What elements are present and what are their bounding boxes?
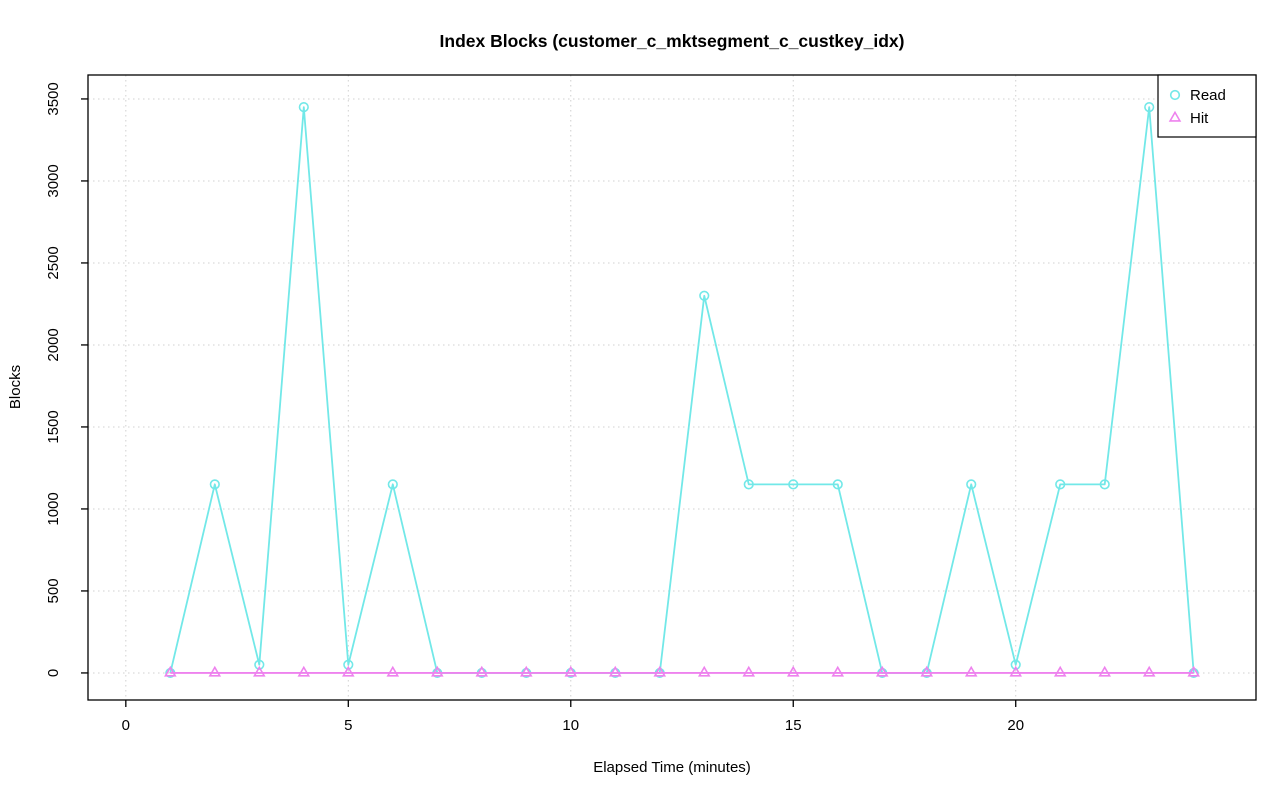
data-point-hit <box>1009 665 1023 677</box>
data-point-hit <box>920 665 934 677</box>
data-point-hit <box>1098 665 1112 677</box>
data-point-hit <box>964 665 978 677</box>
y-tick-label: 1500 <box>45 410 62 443</box>
series-layer <box>164 102 1200 679</box>
legend-layer: Read Hit <box>1157 74 1257 138</box>
legend-marker-read <box>1169 89 1181 101</box>
data-point-hit <box>653 665 667 677</box>
data-point-hit <box>831 665 845 677</box>
x-tick-label: 15 <box>785 717 802 734</box>
legend-marker-hit <box>1168 110 1182 122</box>
data-point-hit <box>697 665 711 677</box>
axes-layer: 0 5 10 15 20 0 500 1000 1500 2000 2500 3000 3500 <box>45 74 1257 734</box>
data-point-hit <box>608 665 622 677</box>
y-tick-label: 3000 <box>45 164 62 197</box>
y-tick-label: 1000 <box>45 492 62 525</box>
data-point-hit <box>475 665 489 677</box>
data-point-read <box>254 659 265 670</box>
data-point-read <box>788 479 799 490</box>
data-point-read <box>966 479 977 490</box>
chart-title: Index Blocks (customer_c_mktsegment_c_cu… <box>440 31 905 51</box>
data-point-read <box>209 479 220 490</box>
x-tick-label: 20 <box>1007 717 1024 734</box>
grid-layer <box>88 75 1256 700</box>
y-tick-label: 2500 <box>45 246 62 279</box>
data-point-read <box>832 479 843 490</box>
data-point-hit <box>519 665 533 677</box>
data-point-read <box>1010 659 1021 670</box>
x-tick-label: 0 <box>122 717 130 734</box>
data-point-hit <box>164 665 177 677</box>
data-point-hit <box>297 665 311 677</box>
data-point-hit <box>386 665 400 677</box>
x-tick-label: 10 <box>562 717 579 734</box>
data-point-hit <box>786 665 800 677</box>
y-tick-label: 0 <box>45 669 62 677</box>
data-point-hit <box>431 665 444 677</box>
x-tick-label: 5 <box>344 717 352 734</box>
data-point-hit <box>1187 665 1200 677</box>
x-axis-label: Elapsed Time (minutes) <box>593 759 751 776</box>
data-point-hit <box>564 665 578 677</box>
legend-box <box>1157 74 1257 138</box>
data-point-hit <box>1053 665 1067 677</box>
data-point-read <box>699 290 710 301</box>
legend-label-hit: Hit <box>1190 110 1209 127</box>
data-point-read <box>743 479 754 490</box>
y-axis-label: Blocks <box>7 365 24 409</box>
series-line-read <box>169 106 1195 674</box>
data-point-read <box>1055 479 1066 490</box>
data-point-hit <box>875 665 889 677</box>
y-tick-label: 500 <box>45 578 62 603</box>
data-point-read <box>387 479 398 490</box>
data-point-hit <box>1142 665 1156 677</box>
y-tick-label: 3500 <box>45 82 62 115</box>
data-point-hit <box>742 665 756 677</box>
data-point-read <box>1099 479 1110 490</box>
plot-border <box>87 74 1257 701</box>
data-point-hit <box>253 665 266 677</box>
data-point-read <box>1144 102 1155 113</box>
data-point-read <box>298 102 309 113</box>
y-tick-label: 2000 <box>45 328 62 361</box>
data-point-read <box>343 659 354 670</box>
data-point-hit <box>208 665 222 677</box>
data-point-hit <box>342 665 355 677</box>
legend-label-read: Read <box>1190 87 1226 104</box>
